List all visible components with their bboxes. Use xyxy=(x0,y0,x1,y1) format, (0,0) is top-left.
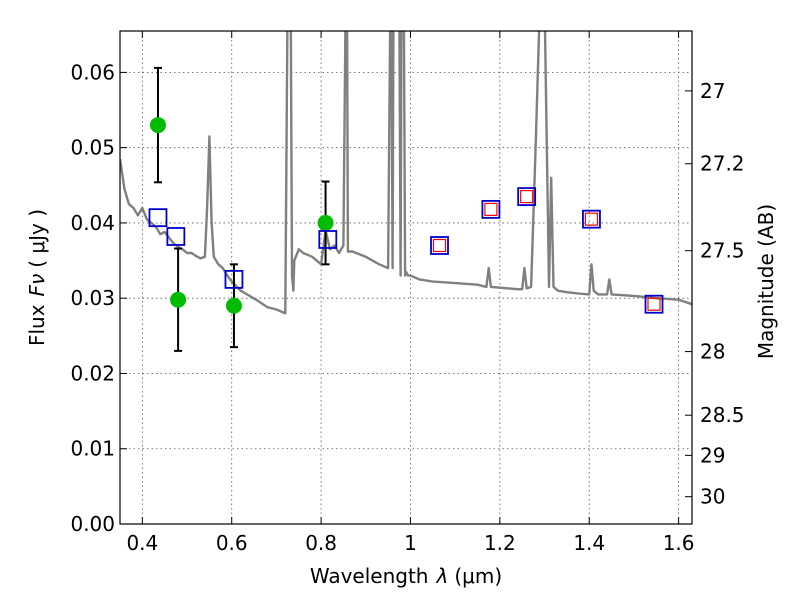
model-sed-layer xyxy=(120,31,692,315)
x-tick-label: 1 xyxy=(404,531,417,555)
synthetic-point xyxy=(318,230,338,249)
x-tick-label: 1.2 xyxy=(484,531,516,555)
model-sed-line xyxy=(120,31,692,315)
synthetic-point xyxy=(644,294,664,314)
y2-tick-label: 30 xyxy=(700,485,725,509)
observed-point xyxy=(225,297,242,314)
x-tick-label: 0.4 xyxy=(126,531,158,555)
y2-tick-label: 27 xyxy=(700,79,725,103)
y-tick-label: 0.02 xyxy=(70,361,115,385)
synthetic-point xyxy=(166,227,186,246)
y2-tick-label: 28 xyxy=(700,340,725,364)
right-axis-label: Magnitude (AB) xyxy=(754,204,778,359)
y-tick-label: 0.05 xyxy=(70,136,115,160)
synthetic-point xyxy=(582,209,601,229)
x-axis-label: Wavelength λ (μm) xyxy=(310,564,502,588)
y2-tick-label: 27.2 xyxy=(700,152,745,176)
synthetic-point xyxy=(517,187,537,206)
y-axis-label: FluxFν( μJy ) xyxy=(25,209,49,346)
tick-labels: 0.4 0.6 0.8 1 1.2 1.4 1.6 0.00 0.01 0.02 0.03 0.04 0… xyxy=(70,60,744,555)
y-tick-label: 0.00 xyxy=(70,512,115,536)
observed-point xyxy=(170,291,187,308)
grid xyxy=(120,31,692,525)
synthetic-point-inner xyxy=(584,212,599,226)
y-tick-label: 0.01 xyxy=(70,437,115,461)
x-tick-label: 0.8 xyxy=(305,531,337,555)
y2-tick-label: 29 xyxy=(700,443,725,467)
x-tick-label: 1.4 xyxy=(573,531,605,555)
plot-frame xyxy=(119,30,693,525)
synthetic-point-inner xyxy=(520,189,534,204)
y-tick-label: 0.04 xyxy=(70,211,115,235)
observed-points-layer xyxy=(149,66,334,352)
synthetic-point xyxy=(224,269,244,289)
synthetic-point xyxy=(430,236,449,255)
synthetic-point xyxy=(148,208,168,228)
y2-tick-label: 27.5 xyxy=(700,239,745,263)
synthetic-point-inner xyxy=(647,297,661,311)
y2-tick-label: 28.5 xyxy=(700,403,745,427)
observed-point xyxy=(149,117,166,134)
synthetic-point xyxy=(481,199,501,219)
y-tick-label: 0.03 xyxy=(70,286,115,310)
ticks xyxy=(120,31,692,525)
synthetic-point-inner xyxy=(484,202,498,216)
x-tick-label: 0.6 xyxy=(216,531,248,555)
synthetic-point-inner xyxy=(432,238,447,253)
y-tick-label: 0.06 xyxy=(70,60,115,84)
x-tick-label: 1.6 xyxy=(663,531,695,555)
synthetic-points-layer xyxy=(148,187,664,314)
observed-point xyxy=(317,214,334,231)
